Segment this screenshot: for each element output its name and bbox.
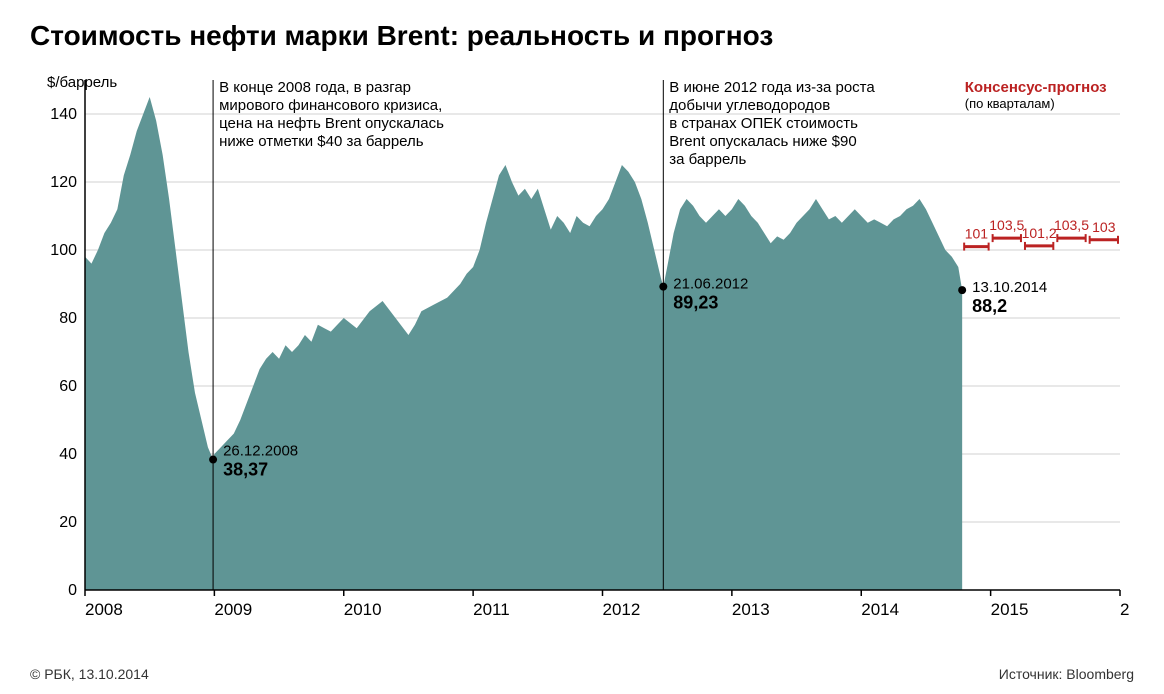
svg-text:2008: 2008 — [85, 600, 123, 619]
svg-text:80: 80 — [59, 310, 77, 327]
svg-text:$/баррель: $/баррель — [47, 74, 117, 91]
svg-text:120: 120 — [50, 174, 77, 191]
svg-text:101,2: 101,2 — [1022, 225, 1057, 241]
chart-area: 0 20 40 60 80 100 120 140 $/баррель 2008 2009 2010 2… — [30, 70, 1130, 630]
svg-text:в странах ОПЕК стоимость: в странах ОПЕК стоимость — [669, 115, 858, 132]
svg-text:за баррель: за баррель — [669, 151, 746, 168]
svg-text:60: 60 — [59, 378, 77, 395]
svg-text:В июне 2012 года из-за роста: В июне 2012 года из-за роста — [669, 79, 875, 96]
footer-left: © РБК, 13.10.2014 — [30, 666, 149, 682]
svg-text:2014: 2014 — [861, 600, 899, 619]
svg-text:0: 0 — [68, 582, 77, 599]
svg-text:103,5: 103,5 — [989, 217, 1024, 233]
svg-text:Brent опускалась ниже $90: Brent опускалась ниже $90 — [669, 133, 856, 150]
svg-text:Консенсус-прогноз: Консенсус-прогноз — [965, 79, 1107, 96]
svg-text:В конце 2008 года, в разгар: В конце 2008 года, в разгар — [219, 79, 411, 96]
svg-text:103,5: 103,5 — [1054, 217, 1089, 233]
svg-text:мирового финансового кризиса,: мирового финансового кризиса, — [219, 97, 442, 114]
svg-text:88,2: 88,2 — [972, 296, 1007, 316]
chart-title: Стоимость нефти марки Brent: реальность … — [30, 20, 1134, 52]
svg-text:ниже отметки $40 за баррель: ниже отметки $40 за баррель — [219, 133, 424, 150]
svg-text:цена на нефть Brent опускалась: цена на нефть Brent опускалась — [219, 115, 444, 132]
svg-text:2012: 2012 — [603, 600, 641, 619]
footer-right: Источник: Bloomberg — [999, 666, 1134, 682]
svg-text:89,23: 89,23 — [673, 293, 718, 313]
svg-text:2013: 2013 — [732, 600, 770, 619]
svg-text:103: 103 — [1092, 219, 1116, 235]
svg-text:2015: 2015 — [991, 600, 1029, 619]
svg-text:13.10.2014: 13.10.2014 — [972, 279, 1047, 296]
svg-text:2010: 2010 — [344, 600, 382, 619]
svg-text:2009: 2009 — [214, 600, 252, 619]
svg-text:100: 100 — [50, 242, 77, 259]
svg-text:2011: 2011 — [473, 600, 510, 619]
svg-text:38,37: 38,37 — [223, 460, 268, 480]
svg-text:26.12.2008: 26.12.2008 — [223, 443, 298, 460]
svg-text:101: 101 — [965, 226, 989, 242]
svg-text:добычи углеводородов: добычи углеводородов — [669, 97, 830, 114]
svg-text:20: 20 — [59, 514, 77, 531]
svg-text:(по кварталам): (по кварталам) — [965, 96, 1055, 111]
svg-text:21.06.2012: 21.06.2012 — [673, 276, 748, 293]
svg-text:40: 40 — [59, 446, 77, 463]
svg-text:140: 140 — [50, 106, 77, 123]
svg-text:2016: 2016 — [1120, 600, 1130, 619]
